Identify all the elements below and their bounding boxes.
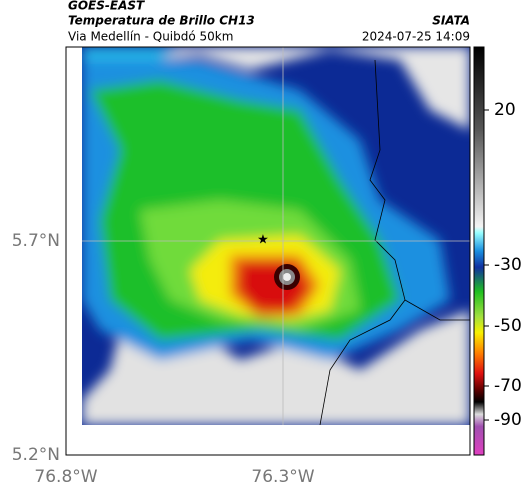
- colorbar-ticks: 20 -30 -50 -70 -90: [484, 100, 522, 430]
- satellite: GOES-EAST: [68, 0, 145, 13]
- svg-text:★: ★: [257, 233, 269, 248]
- colorbar: [473, 46, 485, 456]
- lon-label: 76.3°W: [251, 467, 314, 487]
- colorbar-tick-label: -90: [494, 410, 522, 430]
- region: Via Medellín - Quibdó 50km: [68, 30, 233, 44]
- colorbar-tick-label: -70: [494, 376, 522, 396]
- datetime: 2024-07-25 14:09: [362, 30, 470, 44]
- colorbar-tick-label: 20: [494, 100, 516, 120]
- lon-label: 76.8°W: [34, 467, 97, 487]
- colorbar-tick-label: -30: [494, 255, 522, 275]
- lat-label: 5.2°N: [12, 445, 60, 465]
- satellite-image: ★: [82, 47, 470, 425]
- map-frame: [65, 46, 471, 456]
- product: Temperatura de Brillo CH13: [68, 14, 255, 28]
- colorbar-tick-label: -50: [494, 316, 522, 336]
- lat-label: 5.7°N: [12, 231, 60, 251]
- org: SIATA: [432, 14, 470, 28]
